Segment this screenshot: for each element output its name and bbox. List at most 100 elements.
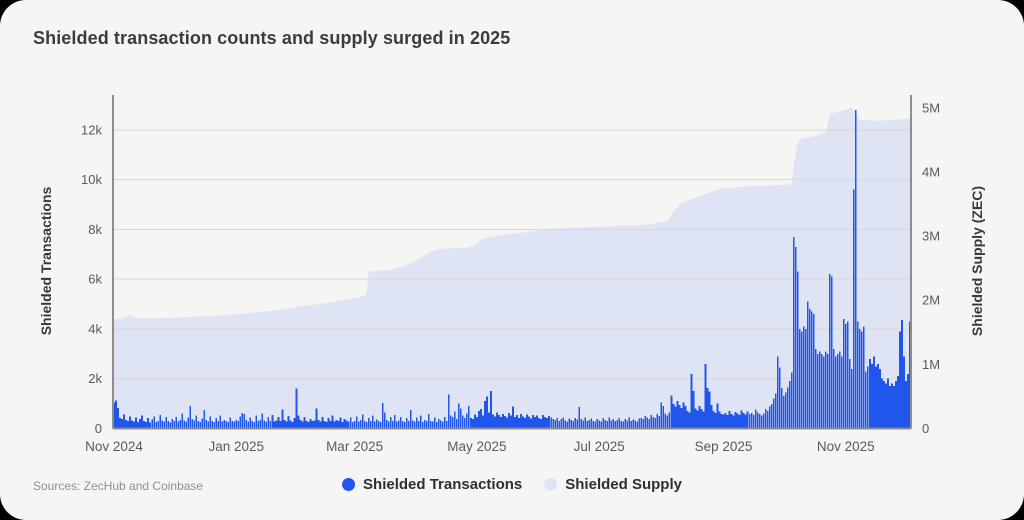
legend-item-transactions: Shielded Transactions bbox=[342, 476, 522, 493]
transaction-bar bbox=[506, 417, 508, 429]
transaction-bar bbox=[500, 417, 502, 429]
transaction-bar bbox=[357, 421, 360, 429]
transaction-bar bbox=[744, 414, 747, 429]
left-tick-label: 6k bbox=[88, 272, 102, 287]
transaction-bar bbox=[287, 415, 290, 429]
transaction-bar bbox=[401, 421, 404, 429]
transaction-bar bbox=[458, 403, 460, 429]
transaction-bar bbox=[734, 412, 737, 429]
transaction-bar bbox=[355, 416, 358, 429]
transaction-bar bbox=[409, 409, 412, 429]
transaction-bar bbox=[131, 420, 133, 429]
transaction-bar bbox=[215, 417, 218, 429]
transaction-bar bbox=[331, 415, 334, 429]
transaction-bar bbox=[624, 418, 627, 429]
transaction-bar bbox=[670, 395, 673, 429]
transaction-bar bbox=[532, 414, 534, 429]
transaction-bar bbox=[528, 416, 530, 429]
transaction-bar bbox=[393, 414, 396, 429]
transaction-bar bbox=[618, 418, 621, 429]
transaction-bar bbox=[610, 420, 613, 429]
transaction-bar bbox=[654, 418, 657, 429]
transaction-bar bbox=[590, 418, 593, 429]
transaction-bar bbox=[486, 396, 488, 429]
transaction-bar bbox=[381, 403, 384, 429]
transaction-bar bbox=[540, 418, 542, 429]
transaction-bar bbox=[526, 414, 528, 429]
transaction-bar bbox=[337, 421, 340, 429]
transaction-bar bbox=[524, 417, 526, 429]
transaction-bar bbox=[869, 358, 871, 429]
transaction-bar bbox=[117, 408, 119, 429]
transaction-bar bbox=[550, 417, 552, 429]
transaction-bar bbox=[305, 420, 308, 429]
transaction-bar bbox=[514, 416, 516, 429]
transaction-bar bbox=[277, 416, 280, 429]
transaction-bar bbox=[838, 351, 841, 429]
transaction-bar bbox=[688, 412, 691, 429]
transaction-bar bbox=[738, 415, 741, 429]
transaction-bar bbox=[177, 421, 180, 429]
transaction-bar bbox=[470, 417, 472, 429]
left-tick-label: 12k bbox=[81, 122, 102, 137]
transaction-bar bbox=[849, 358, 851, 429]
transaction-bar bbox=[363, 421, 366, 429]
transaction-bar bbox=[861, 331, 863, 429]
transaction-bar bbox=[275, 420, 278, 429]
transaction-bar bbox=[261, 413, 264, 429]
transaction-bar bbox=[596, 419, 599, 429]
transaction-bar bbox=[818, 351, 821, 429]
transaction-bar bbox=[427, 413, 430, 429]
transaction-bar bbox=[873, 356, 875, 429]
transaction-bar bbox=[712, 411, 715, 429]
transaction-bar bbox=[636, 421, 639, 429]
transaction-bar bbox=[790, 372, 793, 429]
transaction-bar bbox=[806, 301, 809, 429]
transaction-bar bbox=[123, 414, 125, 429]
transaction-bar bbox=[213, 422, 216, 429]
transaction-bar bbox=[832, 348, 835, 429]
transaction-bar bbox=[778, 367, 781, 429]
transaction-bar bbox=[844, 323, 847, 429]
transaction-bar bbox=[347, 421, 350, 429]
transaction-bar bbox=[748, 414, 751, 429]
transaction-bar bbox=[804, 328, 807, 429]
transaction-bar bbox=[834, 356, 837, 429]
transaction-bar bbox=[520, 414, 522, 429]
transaction-bar bbox=[373, 421, 376, 429]
transaction-bar bbox=[456, 418, 458, 429]
transaction-bar bbox=[792, 236, 795, 429]
transaction-bar bbox=[253, 421, 256, 429]
transaction-bar bbox=[303, 417, 306, 429]
transaction-bar bbox=[742, 413, 745, 429]
transaction-bar bbox=[859, 328, 861, 429]
transaction-bar bbox=[143, 421, 145, 429]
transaction-bar bbox=[758, 414, 761, 429]
transaction-bar bbox=[578, 407, 581, 429]
transaction-bar bbox=[724, 413, 727, 429]
transaction-bar bbox=[650, 414, 653, 429]
transaction-bar bbox=[903, 356, 905, 429]
transaction-bar bbox=[219, 415, 222, 429]
transaction-bar bbox=[634, 420, 637, 429]
transaction-bar bbox=[714, 413, 717, 429]
transaction-bar bbox=[307, 421, 310, 429]
transaction-bar bbox=[233, 421, 236, 429]
transaction-bar bbox=[205, 420, 208, 429]
right-tick-label: 2M bbox=[922, 293, 940, 308]
transaction-bar bbox=[311, 421, 314, 429]
transaction-bar bbox=[149, 422, 151, 429]
transaction-bar bbox=[502, 413, 504, 429]
transaction-bar bbox=[273, 421, 276, 429]
transaction-bar bbox=[692, 391, 695, 429]
transaction-bar bbox=[476, 416, 478, 429]
transaction-bar bbox=[279, 421, 282, 429]
transaction-bar bbox=[375, 419, 378, 429]
transaction-bar bbox=[626, 420, 629, 429]
transaction-bar bbox=[750, 413, 753, 429]
transaction-bar bbox=[468, 406, 470, 429]
transaction-bar bbox=[433, 417, 436, 429]
transaction-bar bbox=[887, 378, 889, 429]
right-tick-label: 1M bbox=[922, 357, 940, 372]
transaction-bar bbox=[660, 402, 663, 429]
